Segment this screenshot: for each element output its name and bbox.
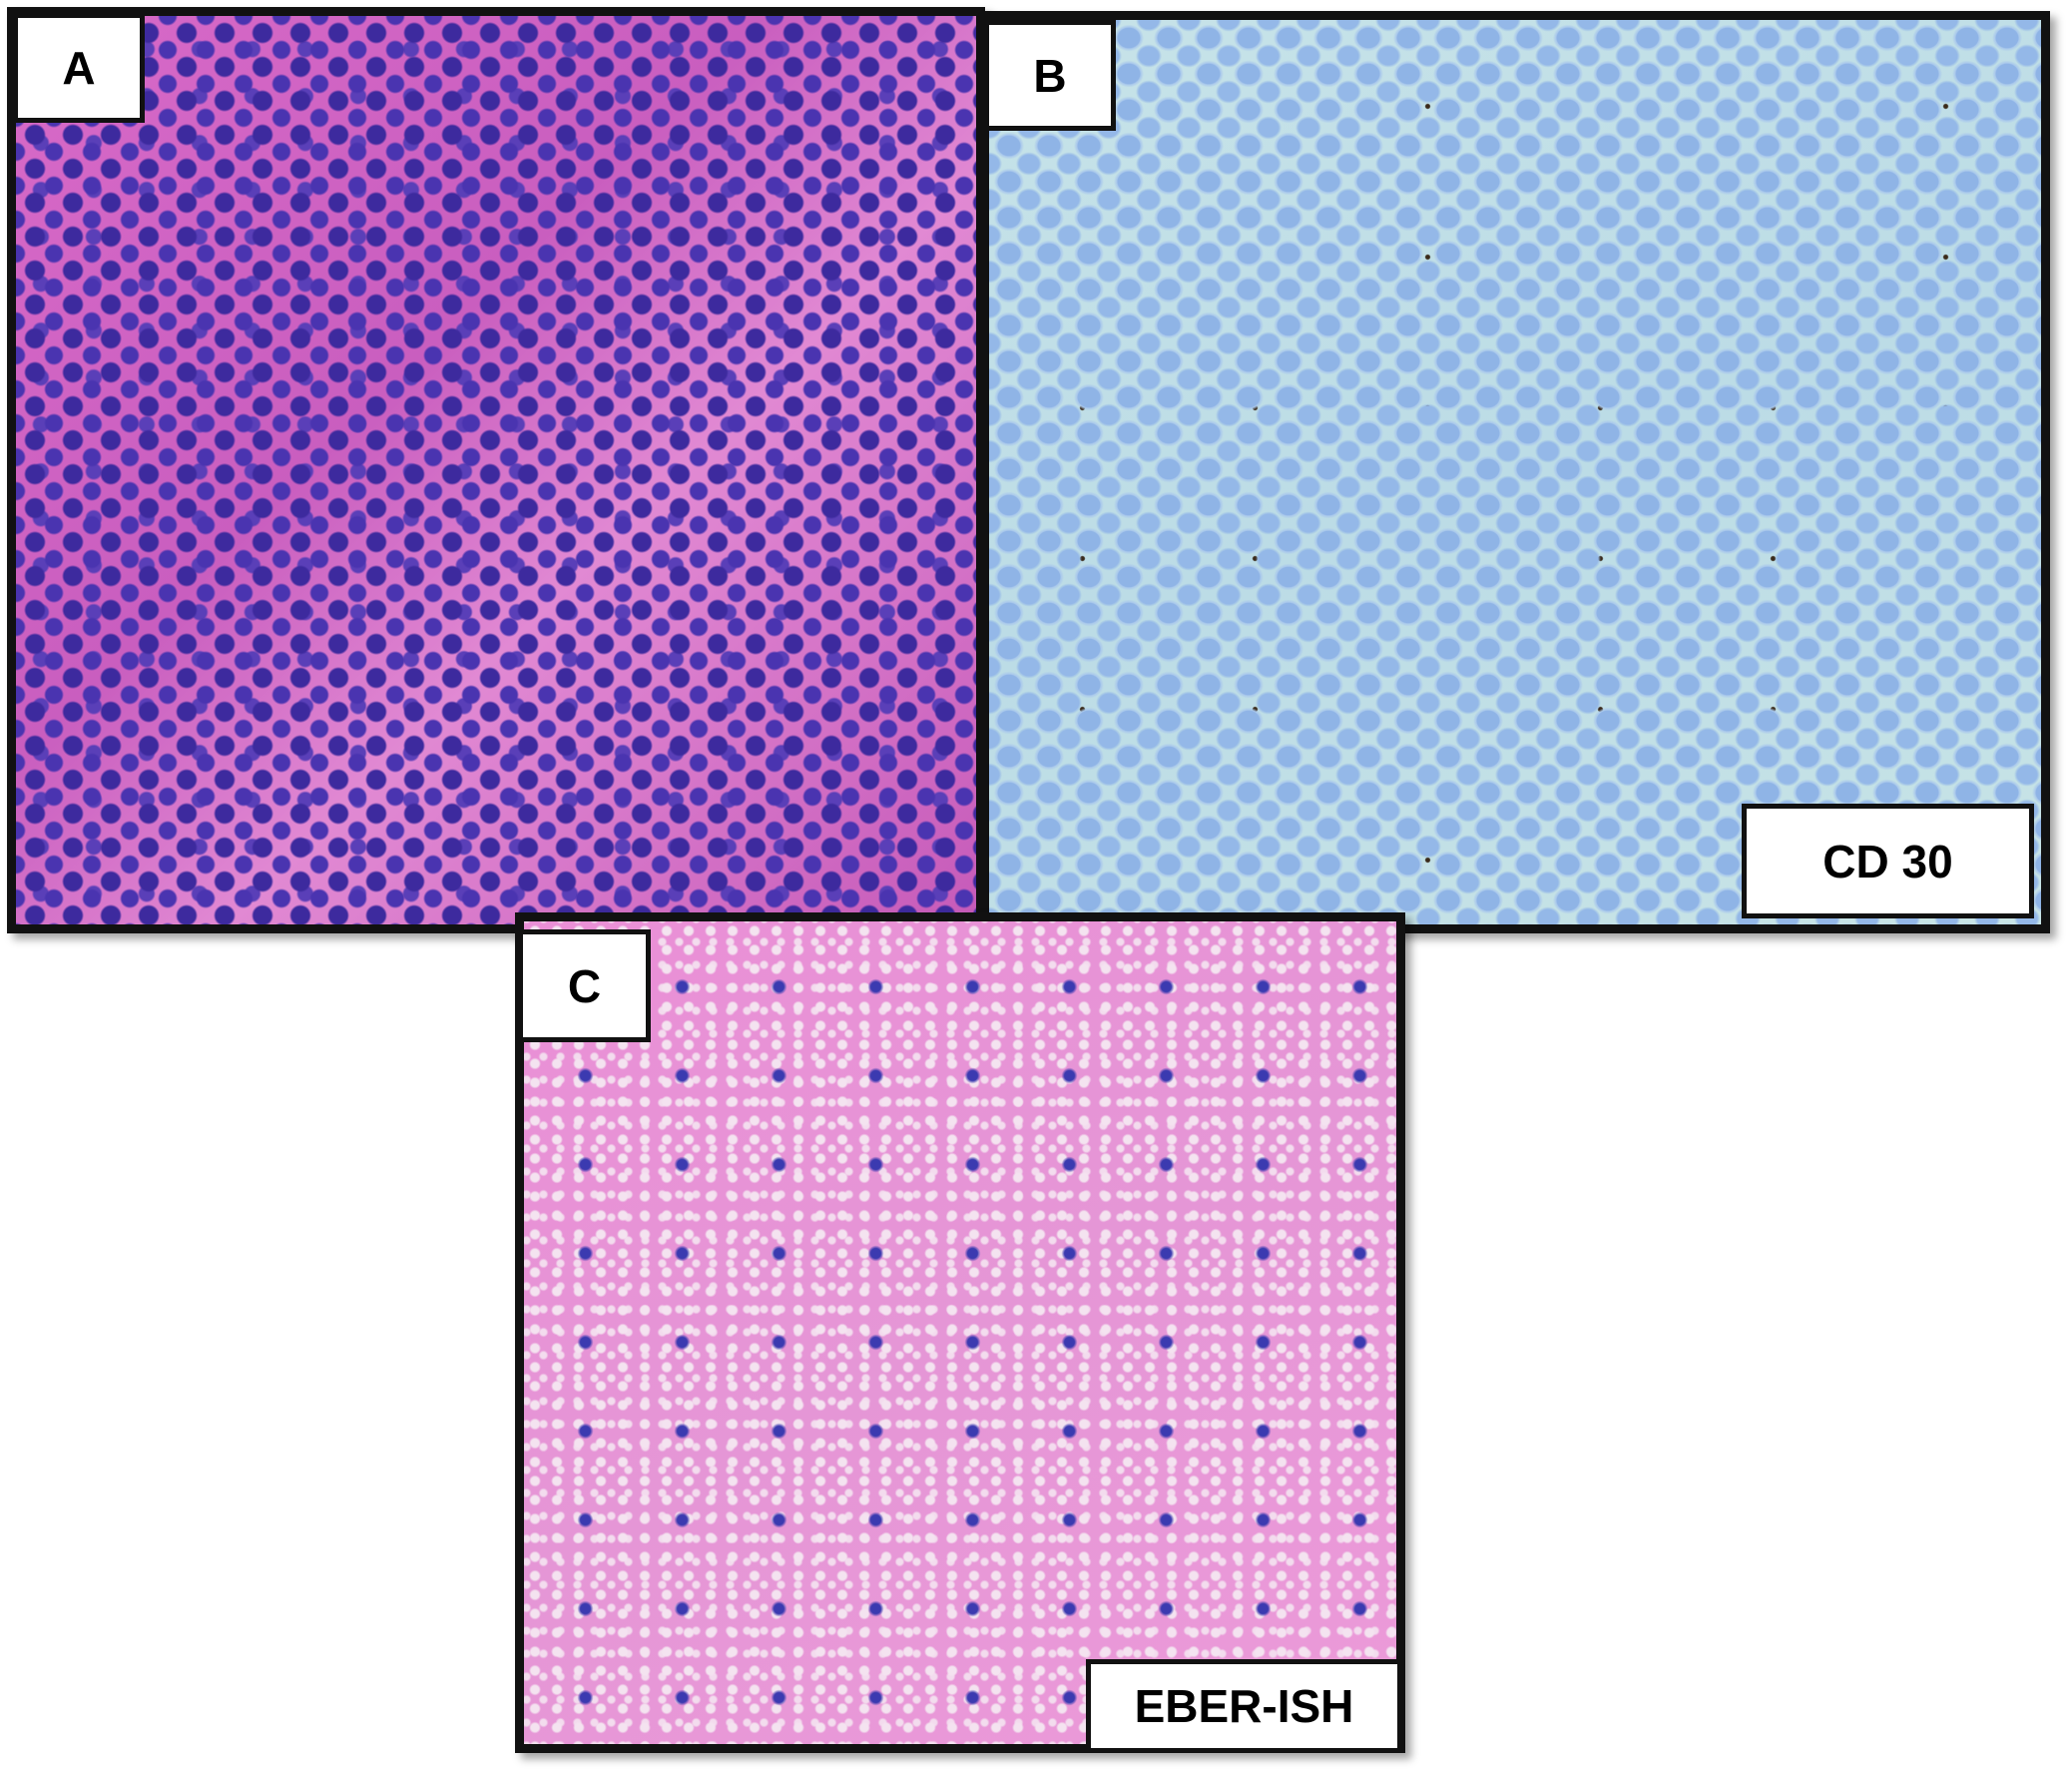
he-stained-tissue-image [16, 16, 976, 924]
stain-label-eber-ish: EBER-ISH [1086, 1659, 1402, 1753]
eber-ish-tissue-image [524, 921, 1396, 1744]
panel-label-b: B [984, 20, 1116, 131]
stain-label-cd30: CD 30 [1742, 804, 2034, 918]
panel-label-a: A [13, 13, 145, 123]
panel-b-cd30-micrograph [980, 11, 2050, 933]
panel-a-he-micrograph [7, 7, 985, 933]
cd30-stained-tissue-image [989, 20, 2041, 924]
panel-label-c: C [518, 929, 651, 1042]
panel-c-eber-micrograph [515, 912, 1405, 1753]
